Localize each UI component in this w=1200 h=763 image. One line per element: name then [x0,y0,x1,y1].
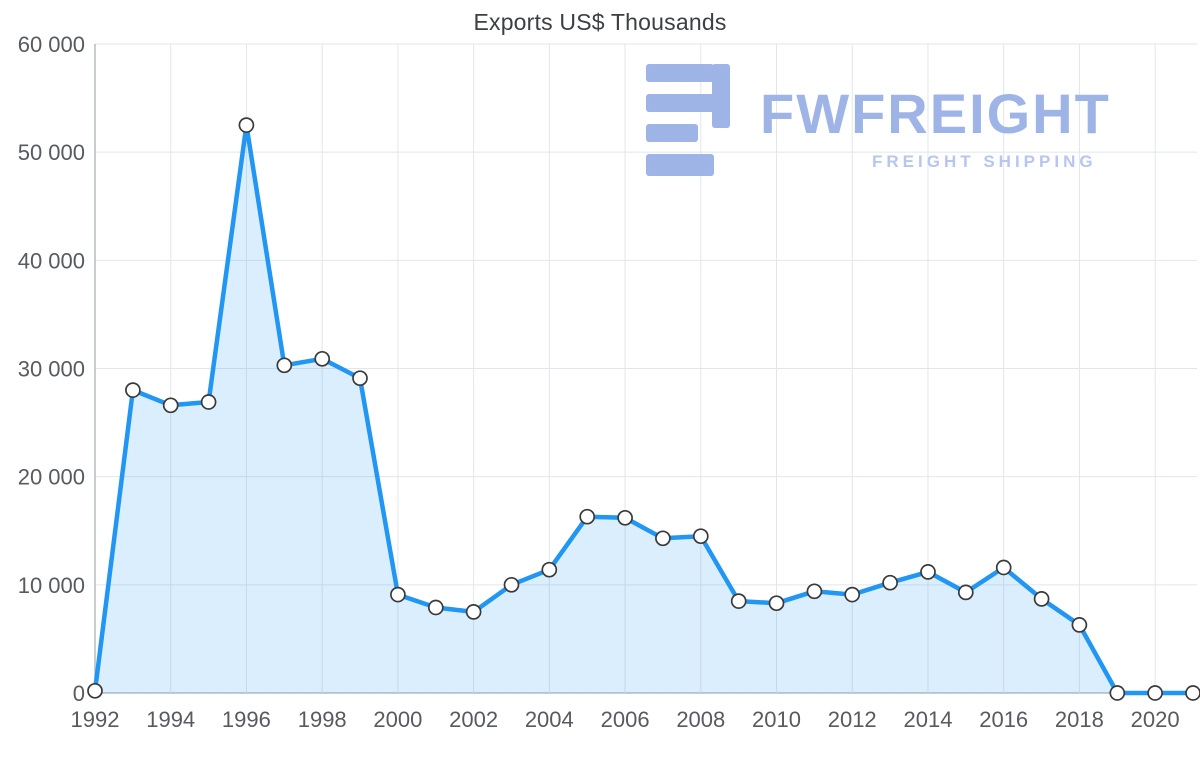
trend-line [92,122,1196,696]
data-point-2002 [465,604,482,620]
y-tick-label: 20 000 [18,465,85,490]
data-point-2014 [920,564,936,580]
x-tick-label: 2002 [449,707,498,732]
data-point-2008 [692,528,709,545]
data-point-1999 [352,370,368,387]
data-point-1995 [200,394,217,410]
chart-title: Exports US$ Thousands [473,9,727,35]
data-point-2005 [579,508,596,525]
y-tick-label: 30 000 [18,357,85,382]
data-point-1993 [125,382,141,398]
x-tick-label: 1992 [71,707,120,732]
area-fill [95,125,1193,694]
data-point-2011 [806,583,823,600]
x-tick-label: 1994 [146,707,195,732]
data-point-2010 [768,595,785,612]
markers [87,117,1200,701]
data-point-1994 [162,397,179,414]
data-point-2000 [390,586,406,603]
data-point-2006 [617,509,633,526]
x-tick-label: 2004 [525,707,574,732]
data-point-2012 [844,586,861,603]
x-tick-label: 2020 [1131,707,1180,732]
x-tick-label: 2014 [904,707,953,732]
x-tick-label: 2012 [828,707,877,732]
axis-labels: 0 10 000 20 000 30 000 40 000 50 000 60 000 199… [18,32,1180,732]
data-point-2001 [427,599,444,616]
data-point-2020 [1147,685,1163,701]
data-point-1998 [314,350,331,367]
data-point-2017 [1033,591,1050,607]
x-tick-label: 2008 [676,707,725,732]
data-point-2019 [1109,685,1126,701]
data-point-2009 [730,593,747,609]
data-point-2004 [541,561,558,578]
grid [94,43,1197,694]
x-tick-label: 2006 [601,707,650,732]
data-point-2016 [995,559,1012,576]
x-tick-label: 1998 [298,707,347,732]
x-tick-label: 2010 [752,707,801,732]
x-tick-label: 2000 [373,707,422,732]
data-point-2007 [655,530,671,547]
data-point-2018 [1071,617,1088,633]
data-point-2015 [957,584,974,601]
y-tick-label: 60 000 [18,32,85,57]
data-point-1992 [87,682,103,699]
data-point-2021 [1185,685,1200,701]
data-point-2003 [503,576,520,593]
x-tick-label: 2018 [1055,707,1104,732]
y-tick-label: 40 000 [18,248,85,273]
x-tick-label: 2016 [979,707,1028,732]
x-tick-label: 1996 [222,707,271,732]
y-tick-label: 10 000 [18,573,85,598]
data-point-1996 [238,117,255,133]
data-point-2013 [882,574,898,591]
data-point-1997 [276,357,293,374]
y-tick-label: 50 000 [18,140,85,165]
y-tick-label: 0 [73,681,85,706]
